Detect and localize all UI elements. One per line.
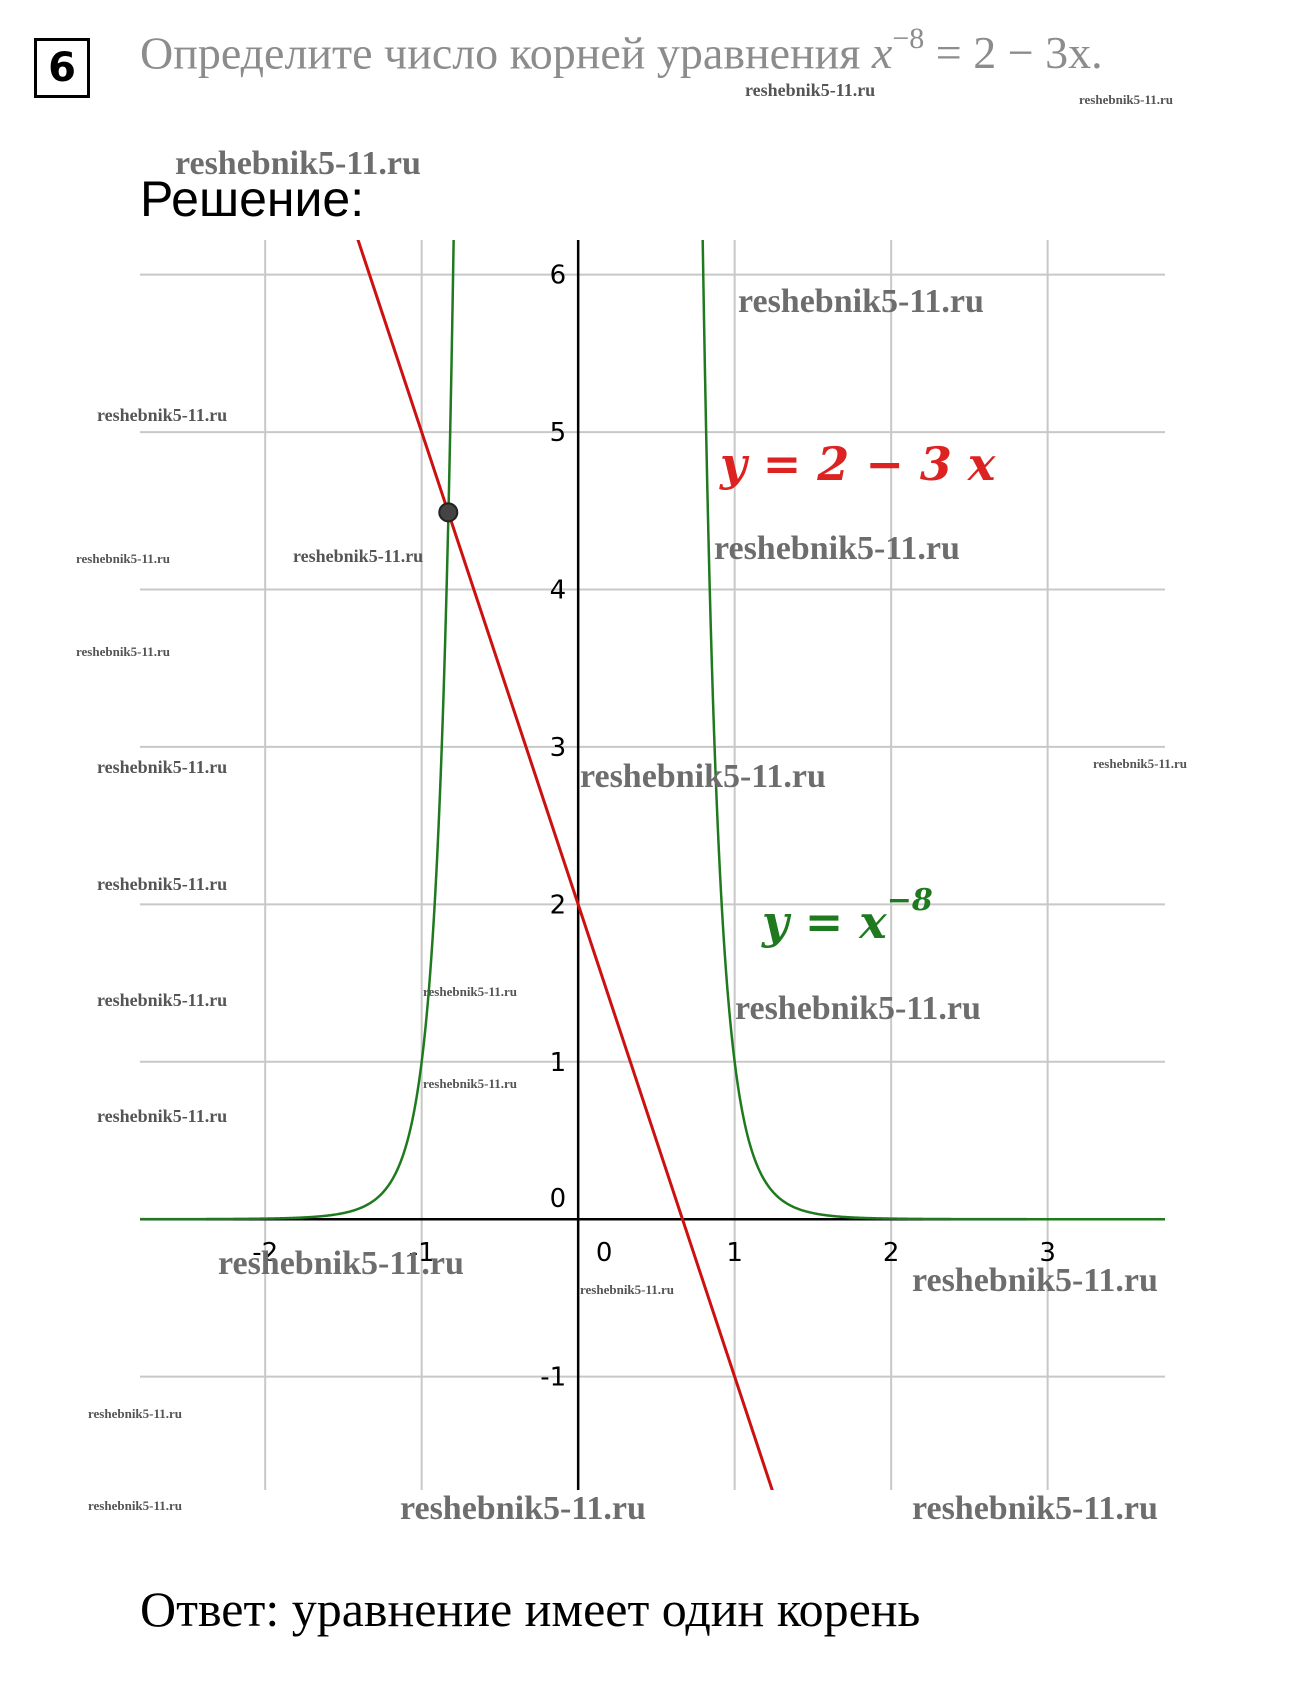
intersection-point	[438, 502, 459, 523]
x-tick-label: 0	[596, 1238, 613, 1268]
watermark: reshebnik5-11.ru	[76, 644, 171, 659]
function-labels: y = 2 − 3 x y = x−8	[719, 437, 996, 949]
watermark: reshebnik5-11.ru	[97, 1106, 228, 1126]
curve-branch-right	[701, 240, 1165, 1221]
solution-label: Решение:	[140, 171, 365, 227]
watermark: reshebnik5-11.ru	[76, 551, 171, 566]
x-tick-label: -1	[409, 1238, 435, 1268]
y-tick-label: 5	[550, 418, 567, 448]
axes	[140, 240, 1165, 1490]
y-tick-label: -1	[540, 1363, 566, 1393]
y-tick-label: 3	[550, 733, 567, 763]
grid	[140, 240, 1165, 1490]
tick-labels: -2 -1 0 1 2 3 -1 0 1 2 3 4 5 6	[252, 261, 1056, 1393]
line-label: y = 2 − 3 x	[719, 437, 996, 491]
task-statement: Определите число корней уравнения x−8 = …	[140, 22, 1103, 79]
watermark: reshebnik5-11.ru	[97, 874, 228, 894]
watermark: reshebnik5-11.ru	[912, 1490, 1158, 1527]
watermark: reshebnik5-11.ru	[1093, 756, 1188, 771]
x-tick-label: 2	[883, 1238, 900, 1268]
y-tick-label: 1	[550, 1048, 567, 1078]
watermark: reshebnik5-11.ru	[580, 758, 826, 795]
watermark: reshebnik5-11.ru	[1079, 92, 1174, 107]
watermark: reshebnik5-11.ru	[175, 145, 421, 182]
watermark: reshebnik5-11.ru	[423, 984, 518, 999]
y-tick-label: 2	[550, 890, 567, 920]
task-text: Определите число корней уравнения	[140, 27, 861, 79]
x-tick-label: 1	[726, 1238, 743, 1268]
curve-branch-left	[140, 240, 455, 1221]
watermark: reshebnik5-11.ru	[580, 1282, 675, 1297]
watermark: reshebnik5-11.ru	[714, 530, 960, 567]
watermark: reshebnik5-11.ru	[97, 990, 228, 1010]
watermark: reshebnik5-11.ru	[738, 283, 984, 320]
x-tick-label: 3	[1039, 1238, 1056, 1268]
watermark: reshebnik5-11.ru	[97, 757, 228, 777]
task-equation: x−8 = 2 − 3x.	[871, 22, 1103, 79]
x-tick-label: -2	[252, 1238, 278, 1268]
series	[140, 240, 1165, 1490]
watermark: reshebnik5-11.ru	[88, 1498, 183, 1513]
watermark: reshebnik5-11.ru	[735, 990, 981, 1027]
y-tick-label: 6	[550, 261, 567, 291]
answer-text: Ответ: уравнение имеет один корень	[140, 1581, 921, 1637]
y-tick-label: 0	[550, 1184, 567, 1214]
watermark: reshebnik5-11.ru	[912, 1262, 1158, 1299]
task-number: 6	[34, 38, 90, 98]
watermark: reshebnik5-11.ru	[745, 80, 876, 100]
y-tick-label: 4	[550, 575, 567, 605]
watermark: reshebnik5-11.ru	[423, 1076, 518, 1091]
watermark: reshebnik5-11.ru	[293, 546, 424, 566]
watermark: reshebnik5-11.ru	[88, 1406, 183, 1421]
watermark: reshebnik5-11.ru	[218, 1245, 464, 1282]
curve-label: y = x−8	[761, 883, 933, 949]
line-series	[356, 240, 774, 1490]
watermark: reshebnik5-11.ru	[400, 1490, 646, 1527]
watermark: reshebnik5-11.ru	[97, 405, 228, 425]
